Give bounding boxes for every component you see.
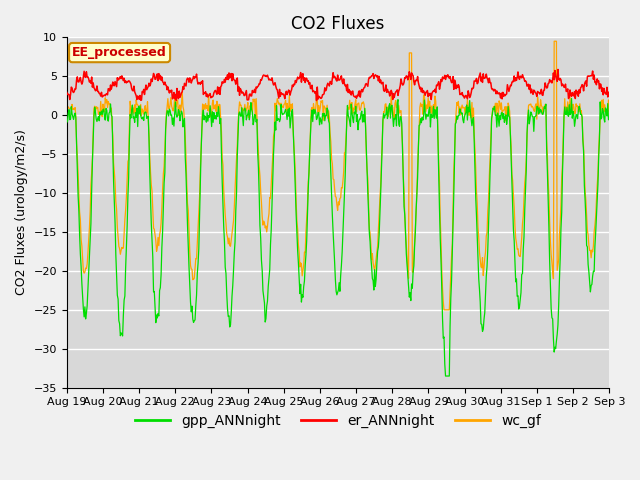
Text: EE_processed: EE_processed <box>72 46 167 59</box>
Y-axis label: CO2 Fluxes (urology/m2/s): CO2 Fluxes (urology/m2/s) <box>15 130 28 296</box>
Title: CO2 Fluxes: CO2 Fluxes <box>291 15 385 33</box>
Legend: gpp_ANNnight, er_ANNnight, wc_gf: gpp_ANNnight, er_ANNnight, wc_gf <box>129 408 547 433</box>
